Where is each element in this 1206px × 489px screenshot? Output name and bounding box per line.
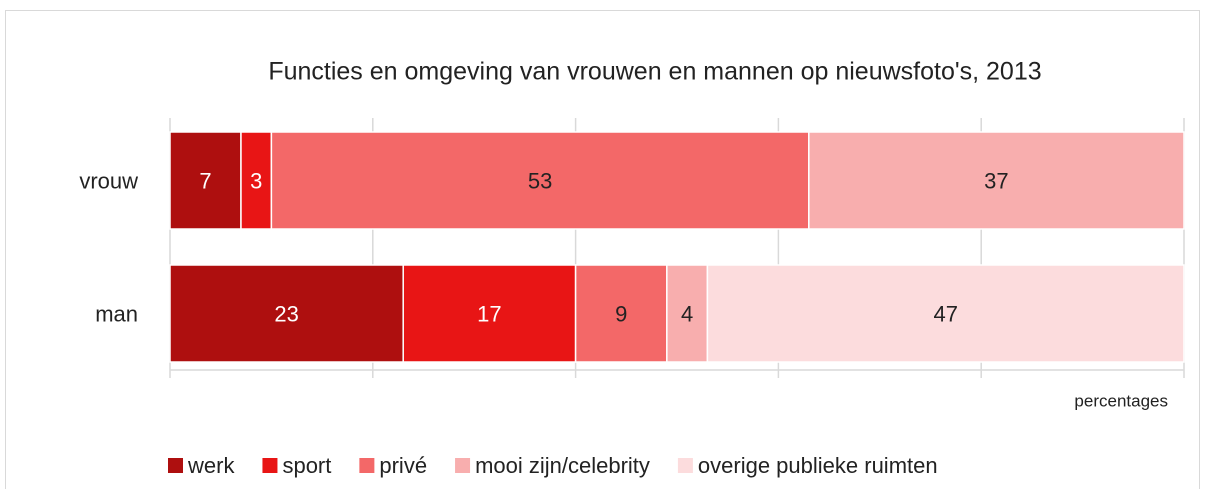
chart-border [5,10,1200,489]
data-label: 9 [615,301,627,326]
data-label: 3 [250,168,262,193]
data-label: 53 [528,168,552,193]
bar-segment [706,264,1185,363]
data-label: 4 [681,301,693,326]
bar-segment [169,131,242,230]
y-tick-label: vrouw [79,168,138,193]
bar-segment [270,131,810,230]
legend-label: werk [187,453,235,478]
bar-segment [808,131,1185,230]
data-label: 7 [199,168,211,193]
y-tick-label: man [95,301,138,326]
bar-segment [574,264,668,363]
data-label: 37 [984,168,1008,193]
legend-label: overige publieke ruimten [698,453,938,478]
legend-swatch [677,458,693,473]
legend-label: sport [282,453,331,478]
x-axis-label: percentages [1074,391,1168,410]
legend-swatch [168,458,183,473]
bar-segment [240,131,273,230]
bar-segment [402,264,577,363]
data-label: 23 [274,301,298,326]
legend-swatch [359,458,375,473]
legend-label: mooi zijn/celebrity [475,453,650,478]
legend-swatch [262,458,278,473]
chart-title: Functies en omgeving van vrouwen en mann… [268,58,1041,86]
bar-segment [169,264,404,363]
legend-label: privé [379,453,427,478]
data-label: 47 [933,301,957,326]
legend-swatch [455,458,471,473]
data-label: 17 [477,301,501,326]
